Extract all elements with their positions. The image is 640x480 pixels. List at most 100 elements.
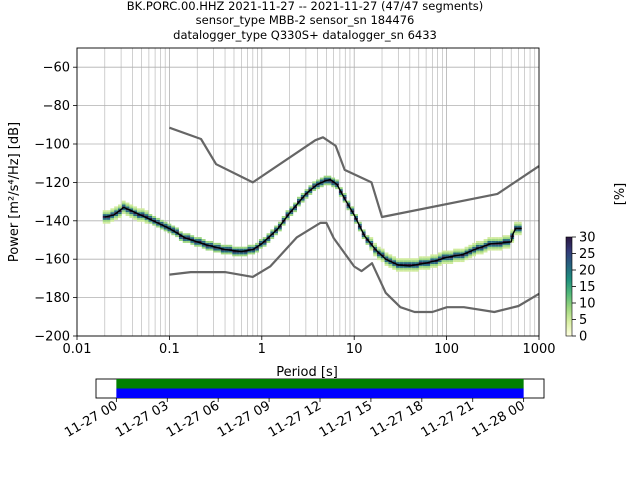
density-cell <box>426 267 431 270</box>
density-cell <box>327 181 332 184</box>
density-cell <box>285 212 290 215</box>
density-cell <box>327 177 332 180</box>
density-cell <box>479 242 484 245</box>
density-cell <box>392 264 397 266</box>
density-cell <box>297 196 301 199</box>
density-cell <box>361 229 366 232</box>
density-cell <box>430 256 435 259</box>
density-cell <box>506 235 511 238</box>
density-cell <box>415 258 419 261</box>
density-cell <box>224 252 229 255</box>
density-cell <box>357 223 362 226</box>
density-cell <box>102 214 107 216</box>
density-cell <box>335 185 339 188</box>
density-cell <box>472 242 477 245</box>
density-cell <box>293 204 298 207</box>
density-cell <box>396 262 400 264</box>
density-cell <box>308 191 313 193</box>
density-cell <box>266 239 271 241</box>
density-cell <box>399 262 404 264</box>
density-cell <box>236 246 240 249</box>
density-cell <box>380 260 385 263</box>
density-cell <box>133 214 138 216</box>
density-cell <box>407 260 412 263</box>
density-cell <box>407 267 412 270</box>
density-cell <box>293 202 298 205</box>
density-cell <box>361 237 366 240</box>
density-cell <box>293 208 298 211</box>
density-cell <box>495 239 499 241</box>
density-cell <box>437 252 442 255</box>
x-axis-label: Period [s] <box>276 365 338 380</box>
density-cell <box>159 225 164 228</box>
density-cell <box>178 235 183 238</box>
density-cell <box>331 179 336 182</box>
density-cell <box>289 214 294 216</box>
density-cell <box>110 219 115 222</box>
density-cell <box>129 204 134 207</box>
density-cell <box>106 214 111 216</box>
density-cell <box>415 265 419 268</box>
density-cell <box>194 242 198 245</box>
density-cell <box>190 235 195 238</box>
density-cell <box>197 237 202 240</box>
y-tick-label: −60 <box>43 61 70 76</box>
density-cell <box>236 252 240 255</box>
density-cell <box>396 267 400 270</box>
density-cell <box>502 246 507 249</box>
density-cell <box>156 217 160 220</box>
density-cell <box>517 221 522 224</box>
density-cell <box>388 265 393 268</box>
density-cell <box>182 235 187 238</box>
density-cell <box>209 240 214 243</box>
density-cell <box>510 240 515 243</box>
density-cell <box>167 231 172 234</box>
density-cell <box>163 221 168 224</box>
density-cell <box>437 262 442 264</box>
ppsd-plot: 0.01 0.1 1 10 100 1000 −200 −180 −160 −140 −120 −1… <box>7 47 556 380</box>
density-cell <box>445 260 450 263</box>
density-cell <box>476 242 480 245</box>
density-cell <box>266 233 271 236</box>
density-cell <box>342 194 347 197</box>
colorbar-gradient <box>565 236 573 337</box>
density-cell <box>441 260 446 263</box>
density-cell <box>205 246 210 249</box>
density-cell <box>148 219 153 222</box>
density-cell <box>415 260 419 263</box>
density-cell <box>117 208 122 211</box>
density-cell <box>437 256 442 259</box>
density-cell <box>517 229 522 232</box>
density-cell <box>121 212 126 215</box>
density-cell <box>117 212 122 215</box>
density-cell <box>228 250 233 253</box>
density-cell <box>209 246 214 249</box>
density-cell <box>232 250 237 253</box>
density-cell <box>182 239 187 241</box>
density-cell <box>411 269 416 272</box>
density-cell <box>449 252 454 255</box>
density-cell <box>300 198 305 201</box>
density-cell <box>201 240 206 243</box>
density-cell <box>327 183 332 186</box>
density-cell <box>418 262 423 264</box>
density-cell <box>430 262 435 264</box>
density-cell <box>140 212 145 215</box>
density-cell <box>365 235 370 238</box>
density-cell <box>319 185 324 188</box>
density-cell <box>316 181 320 184</box>
density-cell <box>449 258 454 261</box>
density-cell <box>357 221 362 224</box>
density-cell <box>258 240 263 243</box>
density-cell <box>205 240 210 243</box>
x-axis-ticks: 0.01 0.1 1 10 100 1000 <box>63 336 556 357</box>
colorbar-label: [%] <box>613 183 628 206</box>
density-cell <box>346 206 351 209</box>
density-cell <box>415 262 419 264</box>
density-cell <box>335 179 339 182</box>
density-cell <box>411 265 416 268</box>
density-cell <box>517 231 522 234</box>
density-cell <box>224 246 229 249</box>
